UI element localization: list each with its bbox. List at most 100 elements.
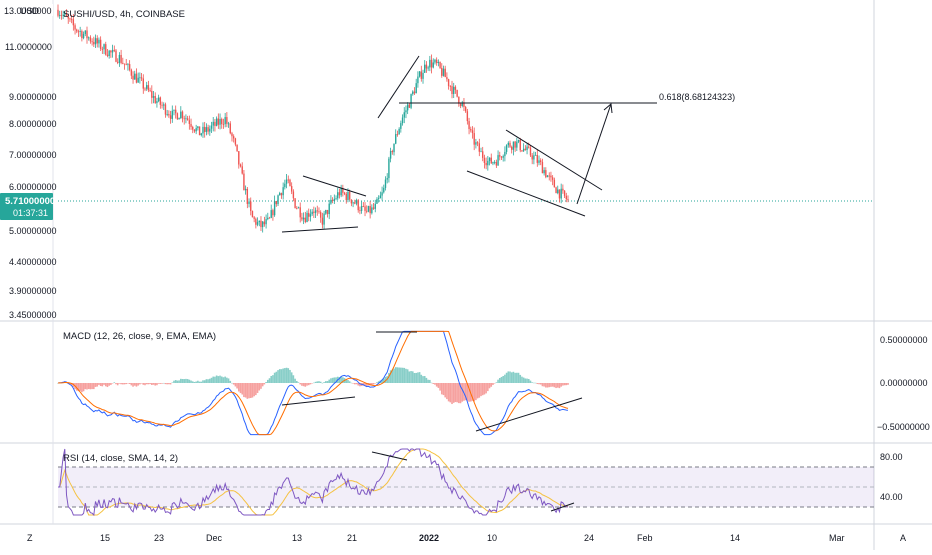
macd-hist-bar [200, 381, 203, 383]
macd-hist-bar [527, 378, 530, 383]
macd-hist-bar [516, 372, 518, 383]
candle [60, 10, 63, 20]
candle [181, 110, 184, 123]
timezone-button[interactable]: Z [27, 533, 33, 543]
candle [74, 23, 76, 35]
rsi-bottom-line [550, 502, 575, 512]
macd-hist-bar [101, 383, 104, 387]
candle [463, 97, 465, 111]
candle [253, 215, 255, 223]
candle [316, 205, 318, 216]
macd-hist-bar [331, 377, 334, 383]
candle [338, 188, 341, 199]
candle [292, 189, 295, 202]
candle [529, 145, 532, 157]
macd-hist-bar [277, 370, 279, 383]
candle [130, 68, 133, 80]
macd-hist-bar [142, 383, 145, 385]
candle [139, 72, 141, 84]
candle [161, 101, 163, 109]
macd-hist-bar [214, 376, 216, 383]
macd-hist-bar [543, 383, 545, 387]
macd-hist-bar [328, 379, 331, 383]
candle [533, 151, 535, 165]
candle [255, 217, 257, 229]
macd-hist-bar [454, 383, 457, 403]
time-axis[interactable]: Z 15 23 Dec 13 21 2022 10 24 Feb 14 Mar … [27, 533, 906, 543]
candle [461, 100, 463, 108]
candle [340, 184, 342, 198]
price-scale[interactable]: 11.0000000 9.00000000 8.00000000 7.00000… [5, 42, 57, 320]
candle [371, 204, 373, 215]
candle [319, 210, 322, 223]
macd-hist-bar [526, 378, 528, 383]
candle [492, 161, 494, 166]
time-tick: 24 [584, 533, 594, 543]
macd-hist-bar [423, 376, 426, 383]
candle [493, 160, 496, 165]
macd-hist-bar [251, 383, 254, 398]
price-tick: 3.45000000 [9, 310, 57, 320]
macd-hist-bar [391, 369, 394, 383]
macd-hist-bar [212, 376, 215, 383]
macd-hist-bar [289, 369, 291, 383]
macd-hist-bar [205, 379, 208, 383]
macd-hist-bar [186, 379, 189, 383]
candle [413, 87, 416, 96]
candle [335, 195, 337, 201]
candle [103, 43, 105, 55]
macd-hist-bar [122, 383, 124, 385]
candle [490, 153, 492, 164]
candle [545, 167, 547, 179]
candle [93, 36, 95, 47]
candle [318, 207, 320, 214]
macd-hist-bar [507, 371, 510, 383]
macd-hist-bar [132, 383, 134, 387]
macd-hist-bar [278, 369, 281, 383]
candle [328, 199, 330, 220]
macd-hist-bar [357, 383, 360, 386]
macd-hist-bar [313, 382, 315, 384]
candle [427, 65, 429, 71]
macd-hist-bar [238, 383, 240, 392]
candle [456, 89, 458, 98]
macd-hist-bar [533, 382, 535, 384]
macd-hist-bar [563, 383, 566, 386]
time-tick: 21 [347, 533, 357, 543]
macd-hist-bar [87, 383, 90, 390]
candle [325, 209, 327, 215]
candle [308, 208, 310, 222]
candle [425, 61, 428, 73]
macd-hist-bar [108, 383, 110, 386]
candle [476, 141, 479, 147]
macd-hist-bar [353, 383, 356, 385]
candle [272, 208, 274, 221]
candle [251, 210, 254, 218]
candle [105, 41, 107, 56]
candle [528, 142, 530, 149]
macd-hist-bar [330, 378, 332, 383]
candle [221, 117, 223, 129]
macd-lines [57, 330, 569, 436]
macd-hist-bar [546, 383, 549, 388]
macd-hist-bar [152, 383, 155, 385]
candle [282, 182, 284, 200]
macd-hist-bar [137, 383, 139, 386]
candle [275, 200, 278, 207]
candle [64, 11, 66, 17]
candle [405, 105, 407, 119]
candle [558, 189, 561, 203]
macd-hist-bar [195, 381, 197, 383]
candle [483, 154, 486, 169]
candle [548, 172, 550, 181]
candle [400, 120, 402, 133]
macd-hist-bar [236, 383, 238, 389]
auto-scale-button[interactable]: A [900, 533, 906, 543]
candle [168, 110, 170, 118]
current-price-value: 5.71000000 [5, 196, 55, 207]
macd-hist-bar [451, 383, 453, 405]
candle [357, 198, 359, 213]
channel-upper-line [505, 129, 603, 191]
